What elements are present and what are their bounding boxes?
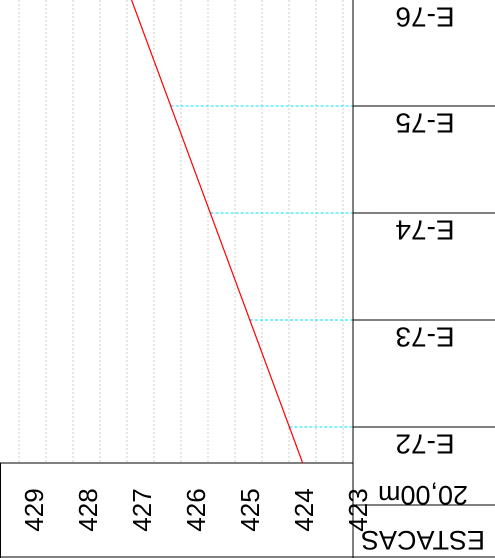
elevation-tick-label: 424 xyxy=(289,488,319,531)
profile-point xyxy=(288,426,291,428)
station-label: E-76 xyxy=(395,2,454,33)
profile-line xyxy=(131,0,304,464)
elevation-tick-label: 425 xyxy=(235,488,265,531)
station-labels: E-76 E-75 E-74 E-73 E-72 xyxy=(395,2,454,460)
elevation-tick-label: 429 xyxy=(19,488,49,531)
profile-series xyxy=(131,0,304,464)
station-label: E-73 xyxy=(395,322,454,353)
profile-point xyxy=(209,212,212,214)
station-label: E-72 xyxy=(395,429,454,460)
station-label: E-74 xyxy=(395,215,454,246)
profile-point xyxy=(249,319,251,321)
station-lines xyxy=(170,105,495,428)
elevation-tick-label: 423 xyxy=(343,488,373,531)
elevation-grid xyxy=(18,0,344,463)
profile-point xyxy=(169,105,172,107)
scale-label: 20,00m xyxy=(378,480,468,510)
elevation-tick-label: 428 xyxy=(73,488,103,531)
header-label: ESTACAS xyxy=(361,525,485,555)
station-label: E-75 xyxy=(395,108,454,139)
elevation-tick-labels: 429 428 427 426 425 424 423 xyxy=(19,488,373,531)
elevation-tick-label: 427 xyxy=(127,488,157,531)
elevation-tick-label: 426 xyxy=(181,488,211,531)
